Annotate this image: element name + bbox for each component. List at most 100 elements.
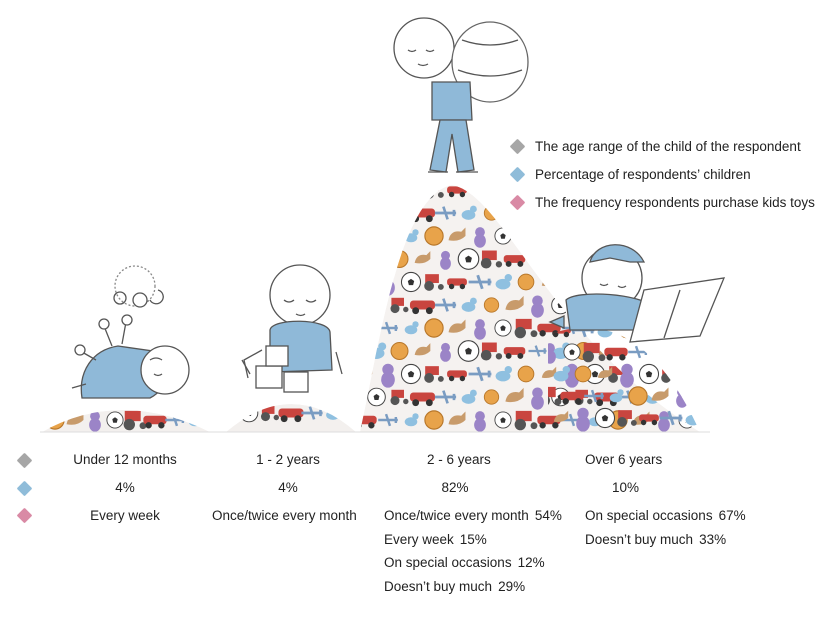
- horse-toy-icon: [448, 411, 466, 425]
- frequency-value: 54%: [534, 508, 562, 523]
- duck-toy-icon: [588, 229, 603, 243]
- frequency-value: 67%: [718, 508, 746, 523]
- tractor-toy-icon: [53, 410, 65, 411]
- car-toy-icon: [683, 370, 700, 382]
- car-toy-icon: [687, 347, 700, 359]
- teddy-toy-icon: [381, 185, 395, 204]
- frequency-label-1-2-years: Once/twice every month: [212, 508, 357, 523]
- ball-toy-icon: [230, 384, 246, 400]
- tractor-toy-icon: [480, 250, 503, 269]
- orange-toy-icon: [424, 226, 444, 246]
- car-toy-icon: [537, 231, 561, 245]
- ball-toy-icon: [638, 363, 660, 385]
- ball-toy-icon: [678, 227, 696, 245]
- frequency-value: 15%: [459, 531, 487, 547]
- car-toy-icon: [447, 278, 467, 290]
- percentage-label-over-6-years: 10%: [612, 480, 640, 495]
- category-label-over-6-years: Over 6 years: [585, 452, 663, 467]
- horse-toy-icon: [632, 227, 650, 241]
- plane-toy-icon: [434, 206, 457, 220]
- frequency-entry: Doesn’t buy much 29%: [384, 579, 562, 603]
- frequency-entry: Doesn’t buy much 33%: [585, 532, 746, 556]
- tractor-toy-icon: [514, 226, 538, 247]
- duck-toy-icon: [495, 366, 513, 382]
- car-toy-icon: [447, 370, 467, 382]
- legend-label: The age range of the child of the respon…: [535, 138, 801, 154]
- frequency-label: Doesn’t buy much: [585, 531, 694, 547]
- tractor-toy-icon: [123, 410, 147, 431]
- frequency-entry: On special occasions 12%: [384, 555, 562, 579]
- teddy-toy-icon: [474, 227, 486, 248]
- tractor-toy-icon: [514, 410, 538, 431]
- car-toy-icon: [278, 408, 304, 423]
- horse-toy-icon: [651, 387, 669, 401]
- frequency-entry: Once/twice every month 54%: [384, 508, 562, 532]
- orange-toy-icon: [628, 386, 648, 406]
- frequency-list-2-6-years: Once/twice every month 54% Every week 15% …: [384, 508, 562, 602]
- horse-toy-icon: [448, 227, 466, 241]
- ball-toy-icon: [494, 227, 512, 245]
- horse-toy-icon: [597, 366, 613, 379]
- horse-toy-icon: [541, 366, 557, 379]
- car-toy-icon: [143, 415, 167, 429]
- ball-toy-icon: [367, 295, 386, 315]
- horse-toy-icon: [360, 366, 373, 379]
- ball-toy-icon: [400, 363, 422, 385]
- ball-toy-icon: [400, 271, 422, 293]
- horse-toy-icon: [541, 274, 557, 287]
- percentage-label-2-6-years: 82%: [441, 480, 469, 495]
- frequency-label: Once/twice every month: [384, 508, 529, 523]
- horse-toy-icon: [414, 251, 431, 264]
- category-label-1-2-years: 1 - 2 years: [256, 452, 320, 467]
- plane-toy-icon: [528, 345, 547, 357]
- teddy-toy-icon: [381, 271, 395, 296]
- baby-lying-illustration: [71, 265, 190, 399]
- car-toy-icon: [409, 392, 436, 407]
- plane-toy-icon: [434, 298, 457, 312]
- tractor-toy-icon: [390, 389, 409, 406]
- frequency-label: Every week: [384, 531, 454, 547]
- category-label-under-12-months: Under 12 months: [73, 452, 177, 467]
- ball-toy-icon: [367, 203, 386, 223]
- horse-toy-icon: [689, 387, 700, 403]
- percentage-label-under-12-months: 4%: [115, 480, 135, 495]
- legend-label: The frequency respondents purchase kids …: [535, 194, 815, 210]
- teddy-toy-icon: [576, 407, 590, 432]
- plane-toy-icon: [628, 345, 648, 359]
- horse-toy-icon: [414, 343, 431, 356]
- frequency-entry: On special occasions 67%: [585, 508, 746, 532]
- horse-toy-icon: [505, 295, 524, 311]
- frequency-label: Doesn’t buy much: [384, 578, 493, 594]
- ball-toy-icon: [197, 392, 213, 408]
- car-toy-icon: [604, 347, 628, 361]
- ball-toy-icon: [457, 340, 480, 362]
- tractor-toy-icon: [424, 366, 444, 383]
- duck-toy-icon: [461, 297, 477, 312]
- orange-toy-icon: [424, 318, 444, 338]
- ball-toy-icon: [367, 387, 386, 407]
- orange-toy-icon: [424, 410, 444, 430]
- frequency-value: 29%: [498, 578, 526, 594]
- orange-toy-icon: [390, 341, 409, 361]
- orange-toy-icon: [608, 226, 628, 246]
- teddy-toy-icon: [658, 411, 670, 432]
- frequency-label: On special occasions: [384, 555, 512, 570]
- duck-toy-icon: [679, 366, 697, 382]
- legend-item-age-range: The age range of the child of the respon…: [508, 132, 815, 160]
- duck-toy-icon: [404, 413, 419, 427]
- gray-diamond-icon: [509, 138, 526, 154]
- orange-toy-icon: [517, 273, 535, 291]
- plane-toy-icon: [434, 390, 457, 404]
- horse-toy-icon: [505, 387, 524, 403]
- duck-toy-icon: [685, 410, 700, 426]
- ball-toy-icon: [106, 411, 124, 429]
- ball-toy-icon: [584, 363, 606, 385]
- frequency-list-over-6-years: On special occasions 67% Doesn’t buy much…: [585, 508, 746, 555]
- frequency-value: 12%: [517, 555, 545, 570]
- duck-toy-icon: [461, 389, 477, 404]
- teddy-toy-icon: [531, 387, 544, 410]
- duck-toy-icon: [461, 205, 477, 220]
- car-toy-icon: [503, 347, 526, 359]
- teddy-toy-icon: [548, 343, 556, 364]
- duck-toy-icon: [404, 321, 419, 335]
